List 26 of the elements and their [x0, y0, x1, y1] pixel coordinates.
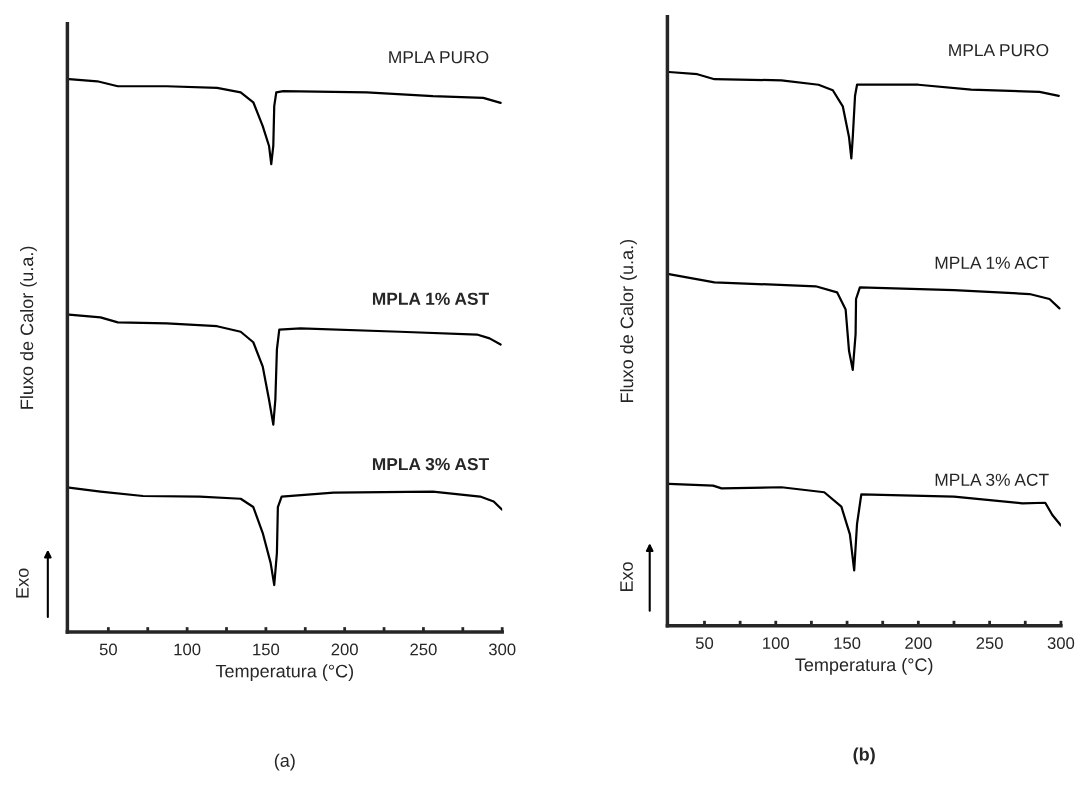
x-tick-label: 100 [763, 637, 790, 650]
series-label: MPLA PURO [389, 51, 489, 64]
series-label: MPLA PURO [949, 43, 1049, 57]
y-axis-title: Fluxo de Calor (u.a.) [620, 239, 637, 402]
series-label: MPLA 3% ACT [935, 473, 1049, 486]
text: Exo [16, 568, 29, 598]
text: (a) [274, 753, 295, 771]
x-tick-label: 250 [976, 637, 1003, 650]
x-tick-label: 300 [1047, 637, 1075, 650]
x-tick-label: 50 [695, 637, 714, 650]
x-axis-title: Temperatura (°C) [795, 657, 933, 675]
x-tick-label: 250 [410, 643, 437, 656]
x-tick-label: 200 [905, 637, 932, 650]
x-tick-label: 200 [331, 643, 358, 656]
x-tick-label: 300 [488, 643, 516, 656]
x-tick-label: 50 [99, 643, 117, 656]
y-axis-title: Fluxo de Calor (u.a.) [20, 246, 37, 409]
x-tick-label: 150 [253, 643, 280, 656]
text: Exo [620, 562, 633, 592]
x-tick-label: 150 [834, 637, 861, 650]
series-label: MPLA 1% AST [372, 292, 489, 305]
text: (b) [853, 747, 875, 765]
series-label: MPLA 3% AST [372, 457, 489, 471]
x-tick-label: 100 [174, 643, 201, 656]
x-axis-title: Temperatura (°C) [215, 664, 354, 682]
series-label: MPLA 1% ACT [935, 256, 1049, 269]
